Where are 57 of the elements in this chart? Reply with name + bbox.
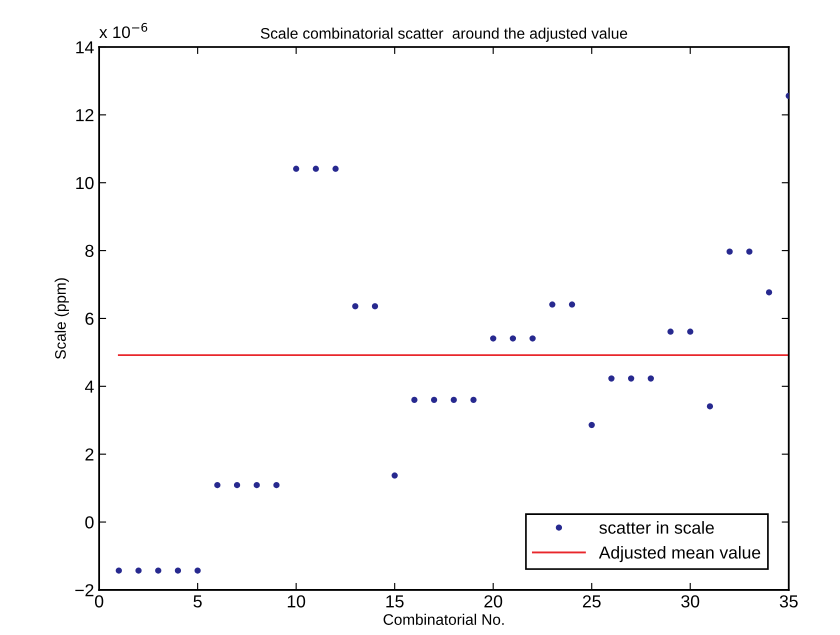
point [135, 567, 142, 574]
x-tick-label: 30 [681, 595, 700, 608]
point [490, 335, 496, 342]
point [648, 375, 654, 382]
point [588, 422, 595, 428]
y-tick-label: 14 [76, 41, 94, 54]
x-tick-label: 15 [386, 595, 404, 608]
x-axis-title: Combinatorial No. [384, 614, 504, 625]
point [411, 396, 418, 404]
point [706, 403, 714, 410]
point [549, 301, 556, 308]
point [352, 303, 358, 310]
point [234, 482, 240, 488]
point [194, 567, 201, 574]
y-tick-label: −2 [75, 584, 94, 596]
y-tick-label: 4 [85, 380, 94, 393]
x-tick-label: 20 [484, 595, 502, 608]
point [726, 248, 733, 255]
point [529, 335, 536, 342]
x-tick-label: 35 [780, 595, 798, 608]
point [430, 396, 438, 404]
point [608, 375, 615, 382]
chart-title: Scale combinatorial scatter around the adjusted value [260, 28, 628, 42]
y-tick-label: 12 [76, 109, 94, 122]
point [116, 567, 122, 574]
point [628, 375, 634, 382]
point [766, 289, 772, 296]
legend-label: scatter in scale [599, 521, 714, 534]
x-tick-label: 0 [94, 595, 104, 608]
point [687, 328, 694, 335]
point [293, 166, 300, 172]
point [332, 166, 339, 172]
y-tick-label: 0 [85, 516, 94, 529]
text: x 10$^{−6}$ [99, 22, 148, 38]
point [392, 472, 398, 479]
x-tick-label: 25 [582, 595, 601, 608]
point [214, 482, 220, 488]
point [312, 166, 319, 172]
x-tick-label: 5 [194, 595, 202, 608]
point [450, 396, 457, 404]
x-tick-label: 10 [288, 595, 306, 608]
point [667, 328, 674, 335]
y-tick-label: 10 [76, 176, 94, 190]
y-tick-label: 2 [85, 448, 94, 460]
point [273, 482, 280, 488]
y-axis-title: Scale (ppm) [54, 278, 69, 359]
y-tick-label: 8 [85, 244, 94, 258]
point [372, 303, 378, 310]
point [746, 248, 752, 255]
point [510, 335, 516, 342]
point [174, 567, 182, 574]
legend-label: Adjusted mean value [598, 546, 760, 562]
point [155, 567, 162, 574]
point [254, 482, 260, 488]
y-tick-label: 6 [85, 312, 94, 325]
point [568, 301, 576, 308]
point [470, 396, 477, 404]
